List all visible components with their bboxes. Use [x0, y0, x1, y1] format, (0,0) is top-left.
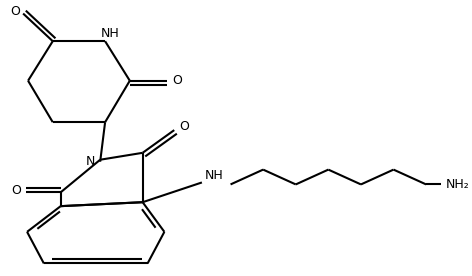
Text: N: N: [85, 155, 95, 168]
Text: NH: NH: [101, 27, 119, 40]
Text: NH₂: NH₂: [446, 178, 470, 191]
Text: O: O: [179, 120, 189, 133]
Text: O: O: [10, 5, 20, 18]
Text: O: O: [11, 184, 21, 197]
Text: NH: NH: [204, 169, 223, 182]
Text: O: O: [172, 74, 182, 87]
